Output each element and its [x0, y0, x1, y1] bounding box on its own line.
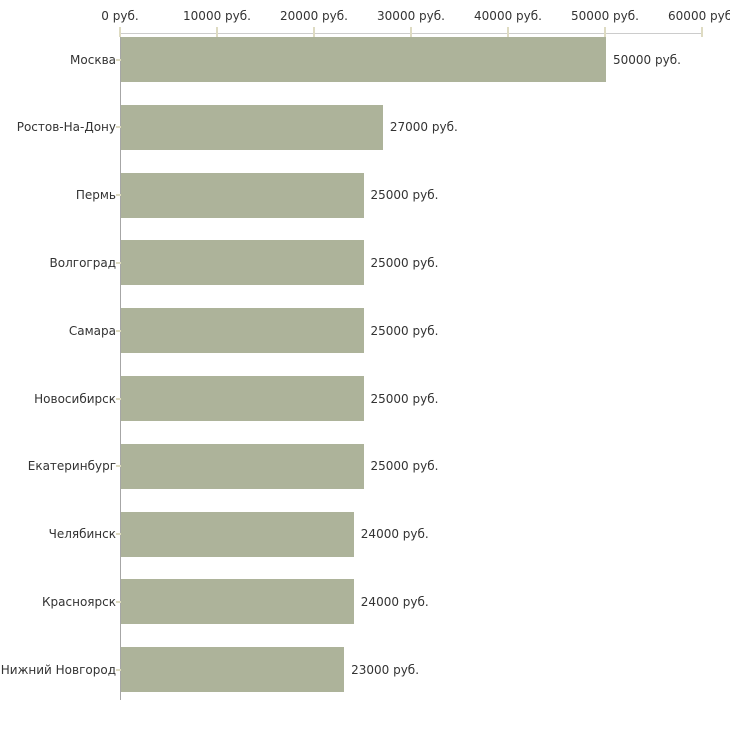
x-tick-label: 50000 руб. — [571, 9, 639, 23]
value-label: 25000 руб. — [370, 459, 439, 474]
bar-5 — [121, 308, 364, 354]
value-label: 25000 руб. — [370, 188, 439, 203]
value-label: 50000 руб. — [613, 52, 681, 67]
x-tick-mark — [216, 27, 218, 37]
category-tick-mark — [116, 261, 121, 264]
bar-10 — [121, 647, 345, 693]
category-tick-mark — [116, 58, 121, 61]
x-tick-label: 40000 руб. — [474, 9, 542, 23]
x-tick-mark — [410, 27, 412, 37]
category-label: Ростов-На-Дону — [16, 120, 116, 135]
category-tick-mark — [116, 194, 121, 197]
x-tick-label: 60000 руб. — [668, 9, 730, 23]
bar-9 — [121, 579, 354, 625]
category-tick-mark — [116, 397, 121, 400]
x-tick-mark — [119, 27, 121, 37]
x-tick-mark — [313, 27, 315, 37]
bar-6 — [121, 376, 364, 421]
category-label: Нижний Новгород — [0, 662, 116, 677]
category-tick-mark — [116, 465, 121, 468]
bar-4 — [121, 240, 364, 286]
category-tick-mark — [116, 668, 121, 671]
category-tick-mark — [116, 533, 121, 536]
x-tick-label: 10000 руб. — [183, 9, 251, 23]
bar-7 — [121, 443, 364, 489]
bar-2 — [121, 104, 383, 150]
category-label: Новосибирск — [34, 391, 116, 406]
value-label: 24000 руб. — [360, 527, 429, 542]
category-tick-mark — [116, 329, 121, 332]
x-tick-mark — [507, 27, 509, 37]
value-label: 24000 руб. — [360, 594, 429, 609]
category-tick-mark — [116, 126, 121, 129]
value-label: 23000 руб. — [351, 662, 420, 677]
category-label: Самара — [68, 323, 116, 338]
x-tick-label: 30000 руб. — [377, 9, 445, 23]
x-tick-label: 20000 руб. — [280, 9, 348, 23]
category-label: Москва — [70, 52, 116, 67]
category-label: Челябинск — [48, 527, 116, 542]
category-label: Екатеринбург — [27, 459, 116, 474]
x-tick-mark — [604, 27, 606, 37]
bar-8 — [121, 511, 354, 557]
value-label: 25000 руб. — [370, 391, 439, 406]
x-tick-label: 0 руб. — [101, 9, 139, 23]
value-label: 27000 руб. — [389, 120, 458, 135]
bar-3 — [121, 172, 364, 218]
value-label: 25000 руб. — [370, 323, 439, 338]
y-axis-line — [120, 33, 121, 700]
category-label: Красноярск — [42, 594, 116, 609]
category-tick-mark — [116, 600, 121, 603]
bar-1 — [121, 37, 606, 82]
category-label: Волгоград — [49, 255, 116, 270]
value-label: 25000 руб. — [370, 255, 439, 270]
x-tick-mark — [701, 27, 703, 37]
category-label: Пермь — [75, 188, 116, 203]
